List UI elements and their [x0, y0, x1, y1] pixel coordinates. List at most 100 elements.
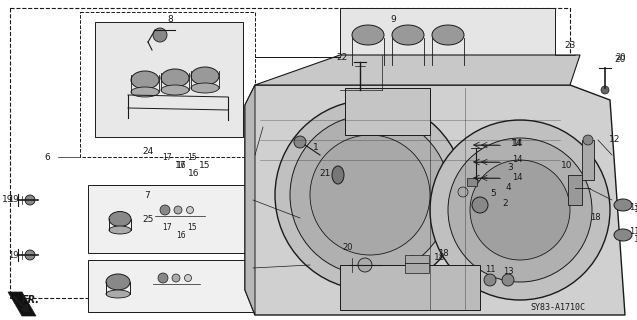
Circle shape	[470, 160, 570, 260]
Ellipse shape	[131, 71, 159, 89]
Text: 19: 19	[8, 251, 18, 260]
Text: 24: 24	[143, 148, 154, 156]
Ellipse shape	[614, 199, 632, 211]
Polygon shape	[340, 265, 480, 310]
Bar	[340, 8, 555, 90]
Circle shape	[430, 120, 610, 300]
Text: 15: 15	[187, 154, 197, 163]
Text: 3: 3	[507, 164, 513, 172]
Text: 7: 7	[144, 190, 150, 199]
Circle shape	[406, 256, 420, 270]
Text: 13: 13	[503, 268, 513, 276]
Text: 13: 13	[629, 203, 637, 212]
Text: 1: 1	[313, 143, 319, 153]
Ellipse shape	[332, 166, 344, 184]
Text: 14: 14	[512, 139, 522, 148]
Text: 4: 4	[505, 183, 511, 193]
Text: 12: 12	[610, 135, 620, 145]
Text: 25: 25	[142, 215, 154, 225]
Bar	[582, 140, 594, 180]
Text: 19: 19	[3, 196, 14, 204]
Text: 11: 11	[634, 205, 637, 214]
Polygon shape	[245, 85, 625, 315]
Ellipse shape	[106, 274, 130, 290]
Text: 6: 6	[44, 153, 50, 162]
Text: 8: 8	[167, 15, 173, 25]
Circle shape	[275, 100, 465, 290]
Text: 20: 20	[614, 55, 626, 65]
Ellipse shape	[352, 25, 384, 45]
Ellipse shape	[191, 83, 219, 93]
Text: 10: 10	[561, 161, 573, 170]
Circle shape	[358, 258, 372, 272]
Text: 16: 16	[189, 170, 200, 179]
Text: 14: 14	[512, 139, 523, 148]
Text: 20: 20	[616, 53, 626, 62]
Circle shape	[187, 206, 194, 213]
Circle shape	[310, 135, 430, 255]
Ellipse shape	[161, 85, 189, 95]
Circle shape	[484, 274, 496, 286]
Text: 16: 16	[176, 231, 186, 241]
Text: 20: 20	[343, 244, 354, 252]
Circle shape	[290, 115, 450, 275]
Polygon shape	[8, 292, 36, 316]
Ellipse shape	[352, 59, 384, 71]
Bar	[80, 12, 255, 157]
Text: 13: 13	[634, 236, 637, 244]
Polygon shape	[255, 55, 580, 85]
Ellipse shape	[106, 290, 130, 298]
Ellipse shape	[191, 67, 219, 85]
Text: 15: 15	[187, 223, 197, 233]
Ellipse shape	[392, 25, 424, 45]
Text: 5: 5	[490, 188, 496, 197]
Text: 11: 11	[629, 228, 637, 236]
Ellipse shape	[392, 59, 424, 71]
Text: 15: 15	[199, 161, 211, 170]
Text: 14: 14	[512, 156, 522, 164]
Text: 18: 18	[434, 252, 446, 261]
Ellipse shape	[109, 212, 131, 227]
Text: 21: 21	[319, 169, 331, 178]
Circle shape	[458, 187, 468, 197]
Text: 2: 2	[502, 198, 508, 207]
Circle shape	[472, 197, 488, 213]
Circle shape	[158, 273, 168, 283]
Bar	[405, 255, 429, 273]
Text: 17: 17	[162, 154, 172, 163]
Text: 9: 9	[390, 15, 396, 25]
Text: 16: 16	[176, 161, 186, 170]
Circle shape	[448, 138, 592, 282]
Bar	[568, 175, 582, 205]
Circle shape	[571, 184, 579, 192]
Bar	[95, 22, 243, 137]
Text: 22: 22	[336, 53, 348, 62]
Circle shape	[294, 136, 306, 148]
Text: 11: 11	[485, 266, 495, 275]
Text: 19: 19	[8, 196, 18, 204]
Circle shape	[174, 206, 182, 214]
Circle shape	[172, 274, 180, 282]
Text: 18: 18	[438, 249, 448, 258]
Ellipse shape	[109, 226, 131, 234]
Text: 17: 17	[162, 223, 172, 233]
Text: 23: 23	[564, 41, 576, 50]
Text: SY83-A1710C: SY83-A1710C	[530, 303, 585, 313]
Text: 17: 17	[175, 161, 187, 170]
Bar	[10, 8, 570, 298]
Circle shape	[185, 275, 192, 282]
Circle shape	[583, 135, 593, 145]
Bar	[88, 260, 253, 312]
Circle shape	[502, 274, 514, 286]
Polygon shape	[245, 85, 255, 315]
Ellipse shape	[161, 69, 189, 87]
Ellipse shape	[432, 25, 464, 45]
Circle shape	[25, 250, 35, 260]
Text: 14: 14	[512, 172, 522, 181]
Text: 18: 18	[590, 213, 600, 222]
Polygon shape	[345, 88, 430, 135]
Ellipse shape	[131, 87, 159, 97]
Text: FR.: FR.	[22, 295, 40, 305]
Ellipse shape	[614, 229, 632, 241]
Circle shape	[160, 205, 170, 215]
